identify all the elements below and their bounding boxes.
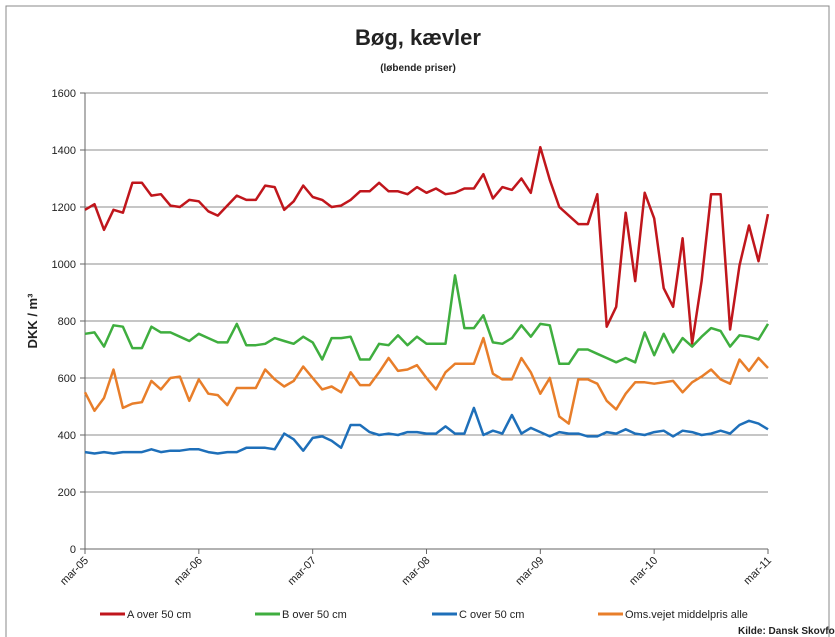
y-tick-label: 1000 <box>52 259 76 271</box>
source-note: Kilde: Dansk Skovforening <box>738 626 835 637</box>
series-line <box>84 145 770 346</box>
series-line <box>84 406 769 455</box>
y-tick-label: 0 <box>70 544 76 556</box>
series-line <box>83 336 769 425</box>
legend-label: Oms.vejet middelpris alle <box>625 609 748 621</box>
legend-label: C over 50 cm <box>459 609 524 621</box>
y-tick-label: 200 <box>58 487 76 499</box>
y-tick-label: 600 <box>58 373 76 385</box>
y-tick-label: 1600 <box>52 88 76 100</box>
legend-label: A over 50 cm <box>127 609 191 621</box>
chart-subtitle: (løbende priser) <box>380 63 456 74</box>
chart-title: Bøg, kævler <box>355 25 481 50</box>
y-tick-label: 800 <box>58 316 76 328</box>
y-tick-label: 1400 <box>52 145 76 157</box>
y-tick-label: 1200 <box>52 202 76 214</box>
legend-label: B over 50 cm <box>282 609 347 621</box>
series-line <box>84 274 770 366</box>
y-tick-label: 400 <box>58 430 76 442</box>
y-axis-label: DKK / m³ <box>25 293 40 349</box>
